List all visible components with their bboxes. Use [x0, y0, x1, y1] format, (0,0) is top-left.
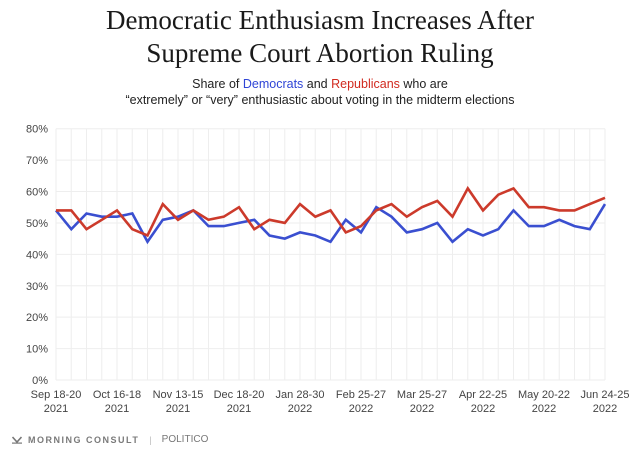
subtitle-prefix: Share of [192, 77, 243, 91]
x-tick-label: Apr 22-25 2022 [459, 389, 507, 415]
x-tick-label: Mar 25-27 2022 [397, 389, 447, 415]
x-tick-label: Feb 25-27 2022 [336, 389, 386, 415]
morning-consult-logo-icon [12, 435, 22, 444]
x-tick-label-line1: Feb 25-27 [336, 389, 386, 401]
x-tick-label-line1: Mar 25-27 [397, 389, 447, 401]
x-tick-label-line2: 2022 [471, 403, 495, 415]
y-tick-label: 80% [26, 124, 48, 136]
x-tick-label-line1: May 20-22 [518, 389, 570, 401]
subtitle-mid: and [303, 77, 332, 91]
subtitle-line1: Share of Democrats and Republicans who a… [0, 76, 640, 92]
y-tick-label: 70% [26, 155, 48, 167]
source-politico: POLITICO [161, 434, 209, 445]
y-tick-label: 60% [26, 187, 48, 199]
x-tick-label-line1: Sep 18-20 [31, 389, 82, 401]
series-line-democrats [54, 203, 607, 245]
x-tick-label-line2: 2022 [349, 403, 373, 415]
subtitle-suffix: who are [399, 77, 448, 91]
x-tick-label-line1: Apr 22-25 [459, 389, 507, 401]
x-tick-label: Jan 28-30 2022 [276, 389, 325, 415]
x-tick-label: May 20-22 2022 [518, 389, 570, 415]
x-tick-label-line2: 2022 [532, 403, 556, 415]
x-tick-label-line1: Dec 18-20 [214, 389, 265, 401]
subtitle-line2: “extremely” or “very” enthusiastic about… [125, 93, 515, 107]
footer: MORNING CONSULT | POLITICO [12, 434, 208, 445]
x-tick-label-line2: 2021 [227, 403, 251, 415]
source-morning-consult: MORNING CONSULT [28, 434, 140, 445]
chart-title-line1: Democratic Enthusiasm Increases After [105, 5, 535, 35]
x-tick-label: Sep 18-20 2021 [31, 389, 82, 415]
x-tick-label-line1: Jun 24-25 [581, 389, 630, 401]
legend-democrats: Democrats [242, 77, 304, 91]
series-lines [54, 185, 607, 245]
chart-title: Democratic Enthusiasm Increases After Su… [0, 4, 640, 70]
x-tick-label: Dec 18-20 2021 [214, 389, 265, 415]
x-tick-label-line2: 2021 [105, 403, 129, 415]
x-tick-label-line1: Jan 28-30 [276, 389, 325, 401]
y-tick-label: 50% [26, 218, 48, 230]
y-tick-label: 30% [26, 281, 48, 293]
y-tick-label: 20% [26, 312, 48, 324]
grid [55, 128, 606, 381]
chart-title-line2: Supreme Court Abortion Ruling [146, 38, 494, 68]
x-tick-label-line2: 2021 [44, 403, 68, 415]
chart-subtitle: Share of Democrats and Republicans who a… [0, 76, 640, 108]
y-tick-label: 0% [32, 375, 48, 387]
x-tick-label-line2: 2021 [166, 403, 190, 415]
x-tick-label-line1: Oct 16-18 [93, 389, 141, 401]
x-tick-label-line1: Nov 13-15 [153, 389, 204, 401]
y-axis: 0% 10% 20% 30% 40% 50% 60% 70% 80% [26, 124, 48, 387]
x-tick-label: Oct 16-18 2021 [93, 389, 141, 415]
x-tick-label: Jun 24-25 2022 [581, 389, 630, 415]
x-tick-label-line2: 2022 [593, 403, 617, 415]
x-tick-label-line2: 2022 [410, 403, 434, 415]
y-tick-label: 10% [26, 344, 48, 356]
legend-republicans: Republicans [331, 77, 400, 91]
x-tick-label-line2: 2022 [288, 403, 312, 415]
footer-divider: | [149, 434, 152, 445]
x-tick-label: Nov 13-15 2021 [153, 389, 204, 415]
y-tick-label: 40% [26, 249, 48, 261]
